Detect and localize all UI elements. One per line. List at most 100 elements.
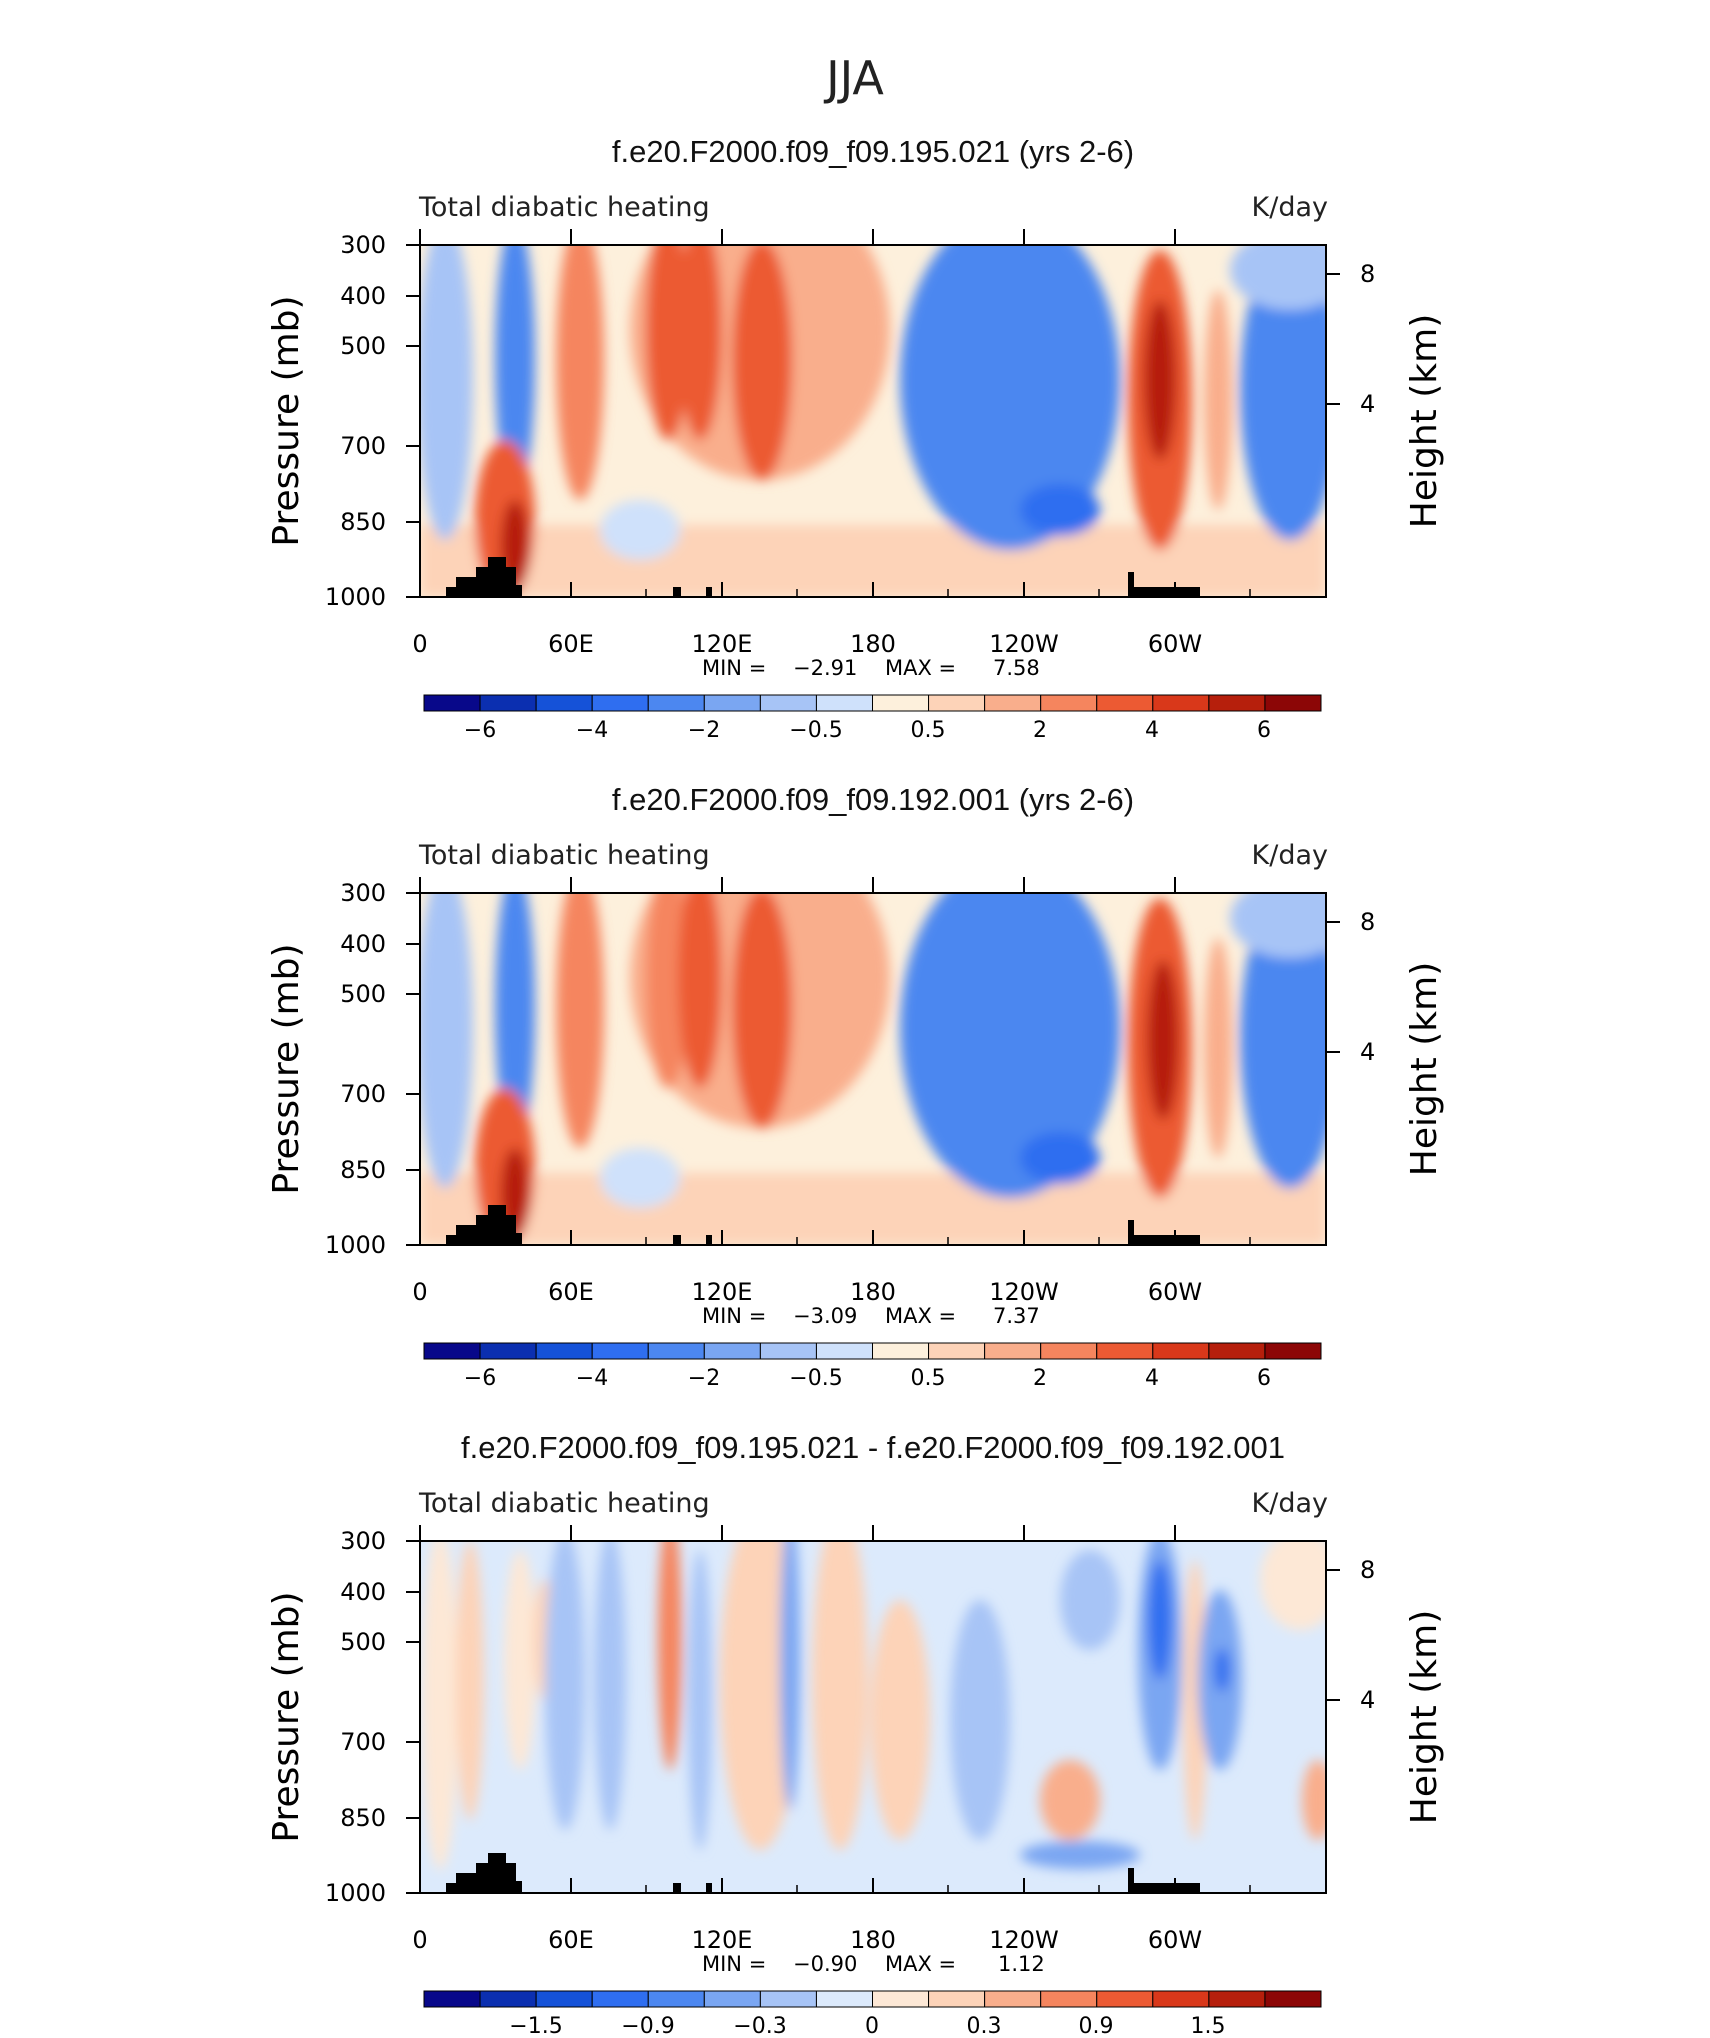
topography-tibet-1 [673,1883,681,1893]
y-axis-title: Pressure (mb) [266,1591,307,1842]
x-axis: 0 60E 120E 180 120W 60W [412,877,1251,1306]
x-axis: 0 60E 120E 180 120W 60W [412,1525,1251,1954]
warm-stripe [812,1541,868,1850]
max-value: 1.12 [998,1952,1045,1976]
panel-title: f.e20.F2000.f09_f09.195.021 (yrs 2-6) [612,134,1134,169]
colorbar-bin [591,1990,649,2008]
colorbar-bin [479,1342,537,1360]
colorbar-bin [535,1342,593,1360]
cool-region-atlantic-upper [1230,893,1326,958]
colorbar-bin [984,1990,1042,2008]
x-tick-label: 60W [1148,1278,1202,1306]
x-tick-label: 60W [1148,630,1202,658]
colorbar-bin [591,694,649,712]
topography-tibet-1 [673,1235,681,1245]
x-tick-label: 0 [412,1926,427,1954]
min-value: −2.91 [793,656,857,680]
colorbar-bin [647,1990,705,2008]
colorbar-label: 2 [1033,718,1047,743]
y-tick-label: 700 [340,432,386,460]
warm-region-far-east [1260,1541,1326,1630]
colorbar-bin [1040,1990,1098,2008]
colorbar-label: −2 [688,718,720,743]
colorbar-bin [1152,1342,1210,1360]
cool-region-west-africa [420,245,473,540]
y-tick-label: 1000 [325,583,386,611]
cool-stripe-upper [1060,1550,1120,1650]
y-tick-label: 400 [340,1578,386,1606]
panel-2: f.e20.F2000.f09_f09.192.001 (yrs 2-6) To… [266,782,1445,1391]
colorbar-bin [1264,1342,1322,1360]
cool-region-atlantic [1240,245,1326,540]
x-tick-label: 60E [548,630,594,658]
colorbar-label: −0.5 [789,718,842,743]
y-right-tick-label: 8 [1360,908,1375,936]
warm-region-west-pacific [732,893,792,1128]
colorbar-label: −6 [464,718,496,743]
x-tick-label: 120E [692,1278,753,1306]
colorbar-bin [703,1990,761,2008]
y-tick-label: 500 [340,332,386,360]
x-tick-label: 180 [850,1278,896,1306]
stats-line: MIN = −3.09 MAX = 7.37 [702,1304,1040,1328]
cool-core-east-pacific [1020,484,1100,536]
colorbar-bin [1096,1342,1154,1360]
topography-tibet-1 [673,587,681,597]
y-right-axis-title: Height (km) [1404,1610,1445,1824]
x-tick-label: 0 [412,1278,427,1306]
warm-stripe [1183,1560,1207,1840]
colorbar [423,694,1322,712]
warm-stripe [870,1600,930,1840]
colorbar-label: 2 [1033,1366,1047,1391]
y-tick-label: 300 [340,879,386,907]
colorbar-bin [759,694,817,712]
colorbar-labels: −6 −4 −2 −0.5 0.5 2 4 6 [464,1366,1271,1391]
colorbar-bin [759,1342,817,1360]
colorbar-labels: −6 −4 −2 −0.5 0.5 2 4 6 [464,718,1271,743]
colorbar-bin [703,1342,761,1360]
plot-area [420,245,1326,597]
colorbar-bin [815,1990,874,2008]
colorbar-bin [535,1990,593,2008]
units-label: K/day [1252,1488,1328,1519]
colorbar-label: 0.3 [967,2014,1002,2038]
cool-patch-indian-low [600,1148,680,1208]
x-tick-label: 120W [989,1926,1059,1954]
y-axis-left: 300 400 500 700 850 1000 Pressure (mb) [266,879,420,1259]
colorbar-label: −4 [576,718,608,743]
warm-region-bay-of-bengal [646,245,690,440]
y-tick-label: 850 [340,508,386,536]
colorbar-label: 0.9 [1079,2014,1114,2038]
x-tick-label: 60E [548,1926,594,1954]
units-label: K/day [1252,192,1328,223]
panel-title: f.e20.F2000.f09_f09.192.001 (yrs 2-6) [612,782,1134,817]
colorbar-bin [479,694,537,712]
max-label: MAX = [885,1952,956,1976]
stats-line: MIN = −0.90 MAX = 1.12 [702,1952,1045,1976]
warm-core-south-america [1147,960,1179,1120]
topography-tibet-2 [706,587,712,597]
warm-region-indian-ocean [556,245,604,500]
figure-title: JJA [823,51,884,105]
cool-region-atlantic-upper [1230,245,1326,310]
x-tick-label: 60E [548,1278,594,1306]
variable-label: Total diabatic heating [418,840,710,871]
panel-title: f.e20.F2000.f09_f09.195.021 - f.e20.F200… [461,1430,1285,1465]
colorbar-bin [1096,694,1154,712]
warm-region-indochina [678,245,722,440]
y-tick-label: 700 [340,1080,386,1108]
cool-streak-low [1020,1841,1140,1869]
colorbar [423,1342,1322,1360]
units-label: K/day [1252,840,1328,871]
x-tick-label: 180 [850,1926,896,1954]
y-right-axis-title: Height (km) [1404,314,1445,528]
colorbar-bin [479,1990,537,2008]
stats-line: MIN = −2.91 MAX = 7.58 [702,656,1040,680]
y-tick-label: 500 [340,980,386,1008]
y-axis-title: Pressure (mb) [266,943,307,1194]
colorbar-label: 0.5 [911,718,946,743]
cool-stripe [594,1541,626,1830]
topography-tibet-2 [706,1883,712,1893]
panel-3: f.e20.F2000.f09_f09.195.021 - f.e20.F200… [266,1430,1445,2038]
warm-stripe [456,1541,484,1820]
